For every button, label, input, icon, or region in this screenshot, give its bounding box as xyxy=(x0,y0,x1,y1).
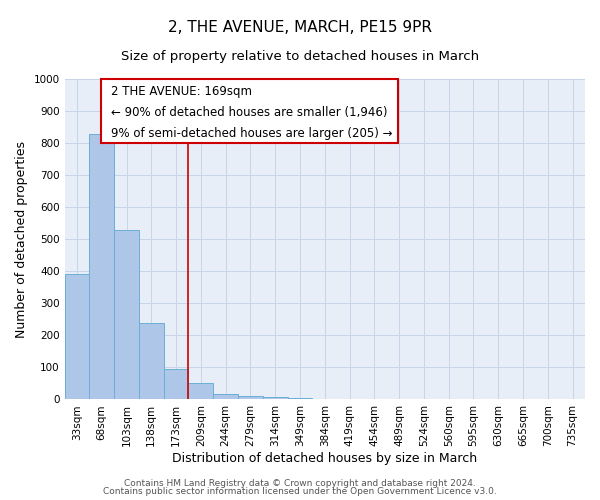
Text: 2, THE AVENUE, MARCH, PE15 9PR: 2, THE AVENUE, MARCH, PE15 9PR xyxy=(168,20,432,35)
Bar xyxy=(164,368,188,400)
Bar xyxy=(213,394,238,400)
Bar xyxy=(139,322,164,400)
Bar xyxy=(263,397,287,400)
Bar xyxy=(89,134,114,400)
Text: Contains HM Land Registry data © Crown copyright and database right 2024.: Contains HM Land Registry data © Crown c… xyxy=(124,478,476,488)
Bar xyxy=(287,398,313,400)
Text: 2 THE AVENUE: 169sqm: 2 THE AVENUE: 169sqm xyxy=(112,86,253,98)
Text: Size of property relative to detached houses in March: Size of property relative to detached ho… xyxy=(121,50,479,63)
Text: 9% of semi-detached houses are larger (205) →: 9% of semi-detached houses are larger (2… xyxy=(112,127,393,140)
Bar xyxy=(188,384,213,400)
Text: ← 90% of detached houses are smaller (1,946): ← 90% of detached houses are smaller (1,… xyxy=(112,106,388,119)
Bar xyxy=(114,230,139,400)
Bar xyxy=(65,274,89,400)
Bar xyxy=(238,396,263,400)
Y-axis label: Number of detached properties: Number of detached properties xyxy=(15,140,28,338)
Text: Contains public sector information licensed under the Open Government Licence v3: Contains public sector information licen… xyxy=(103,487,497,496)
FancyBboxPatch shape xyxy=(101,79,398,143)
X-axis label: Distribution of detached houses by size in March: Distribution of detached houses by size … xyxy=(172,452,478,465)
